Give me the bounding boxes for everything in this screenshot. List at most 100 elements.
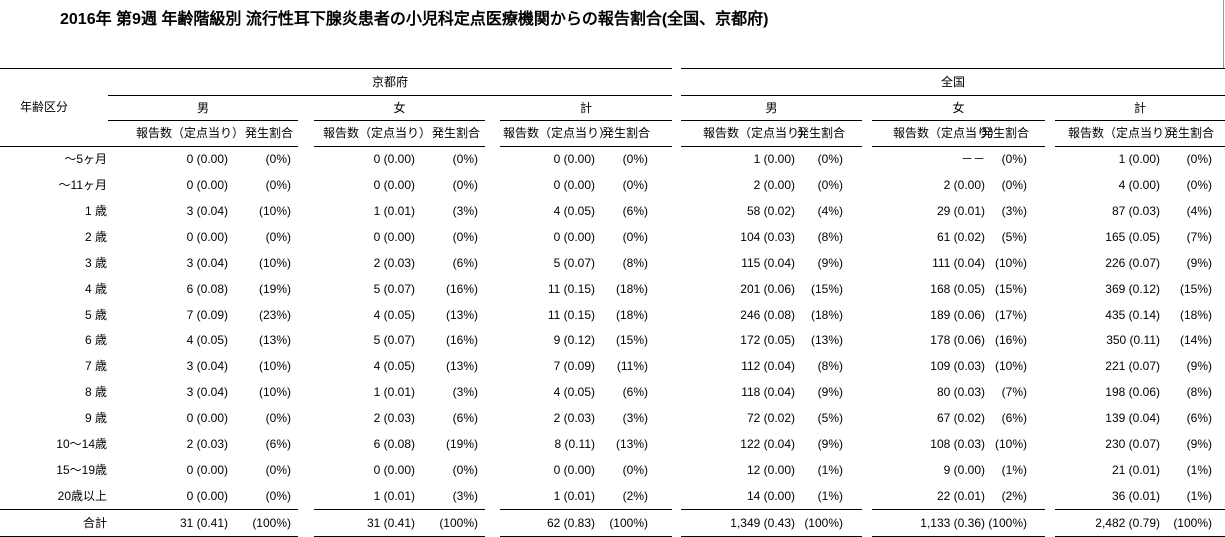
count-cell: 246 (0.08) <box>740 307 795 322</box>
count-cell: 1 (0.00) <box>753 151 795 166</box>
column-header: 発生割合 <box>431 126 481 140</box>
rate-cell: (0%) <box>817 177 843 192</box>
rule <box>681 146 862 147</box>
row-label: 9 歳 <box>84 411 107 426</box>
count-cell: 4 (0.05) <box>373 307 415 322</box>
count-cell: 108 (0.03) <box>930 437 985 452</box>
count-cell: 226 (0.07) <box>1105 255 1160 270</box>
rule <box>0 146 108 147</box>
count-cell: 12 (0.00) <box>746 463 795 478</box>
column-header: 報告数（定点当り） <box>892 126 1002 140</box>
rate-cell: (6%) <box>622 385 648 400</box>
count-cell: 58 (0.02) <box>746 203 795 218</box>
count-cell: 435 (0.14) <box>1105 307 1160 322</box>
count-cell: 165 (0.05) <box>1105 229 1160 244</box>
rate-cell: (18%) <box>615 307 648 322</box>
count-cell: 168 (0.05) <box>930 281 985 296</box>
count-cell: 87 (0.03) <box>1111 203 1160 218</box>
rate-cell: (15%) <box>994 281 1027 296</box>
rate-cell: (3%) <box>452 203 478 218</box>
rate-cell: (13%) <box>258 333 291 348</box>
rate-cell: (10%) <box>258 203 291 218</box>
rate-cell: (0%) <box>622 177 648 192</box>
count-cell: 72 (0.02) <box>746 411 795 426</box>
rate-cell: (0%) <box>1186 177 1212 192</box>
rule <box>500 146 672 147</box>
count-cell: 7 (0.09) <box>553 359 595 374</box>
rate-cell: (9%) <box>817 437 843 452</box>
count-cell: 4 (0.00) <box>1118 177 1160 192</box>
rate-cell: (6%) <box>1186 411 1212 426</box>
rule <box>108 95 672 96</box>
row-label: ～5ヶ月 <box>64 151 107 166</box>
column-header: 報告数（定点当り） <box>135 126 245 140</box>
count-cell: 0 (0.00) <box>186 177 228 192</box>
row-label: 6 歳 <box>84 333 107 348</box>
count-cell: 198 (0.06) <box>1105 385 1160 400</box>
rate-cell: (6%) <box>452 411 478 426</box>
rate-cell: (0%) <box>452 151 478 166</box>
rule <box>108 509 298 510</box>
count-cell: 2,482 (0.79) <box>1095 516 1160 530</box>
rule <box>681 95 1225 96</box>
rate-cell: (100%) <box>1173 516 1212 530</box>
rate-cell: (8%) <box>622 255 648 270</box>
count-cell: 4 (0.05) <box>186 333 228 348</box>
rate-cell: (1%) <box>817 463 843 478</box>
count-cell: 0 (0.00) <box>553 229 595 244</box>
rate-cell: (4%) <box>817 203 843 218</box>
column-header: 発生割合 <box>980 126 1030 140</box>
count-cell: －－ <box>960 151 985 166</box>
count-cell: 104 (0.03) <box>740 229 795 244</box>
rate-cell: (16%) <box>445 281 478 296</box>
count-cell: 6 (0.08) <box>373 437 415 452</box>
count-cell: 31 (0.41) <box>366 516 415 530</box>
rate-cell: (100%) <box>609 516 648 530</box>
rate-cell: (8%) <box>817 229 843 244</box>
count-cell: 122 (0.04) <box>740 437 795 452</box>
count-cell: 4 (0.05) <box>553 385 595 400</box>
rule <box>681 68 1225 69</box>
rate-cell: (6%) <box>1001 411 1027 426</box>
column-header: 報告数（定点当り） <box>1067 126 1177 140</box>
rate-cell: (23%) <box>258 307 291 322</box>
rate-cell: (17%) <box>994 307 1027 322</box>
rule <box>108 146 298 147</box>
count-cell: 22 (0.01) <box>936 489 985 504</box>
count-cell: 112 (0.04) <box>741 359 795 374</box>
rate-cell: (8%) <box>817 359 843 374</box>
group-header: 女 <box>393 101 406 115</box>
count-cell: 7 (0.09) <box>186 307 228 322</box>
rate-cell: (6%) <box>265 437 291 452</box>
rate-cell: (3%) <box>452 385 478 400</box>
rate-cell: (4%) <box>1186 203 1212 218</box>
count-cell: 3 (0.04) <box>186 385 228 400</box>
count-cell: 2 (0.03) <box>186 437 228 452</box>
rate-cell: (9%) <box>1186 359 1212 374</box>
rate-cell: (100%) <box>439 516 478 530</box>
count-cell: 31 (0.41) <box>179 516 228 530</box>
column-header: 報告数（定点当り） <box>322 126 432 140</box>
rule <box>872 509 1045 510</box>
count-cell: 1 (0.01) <box>373 489 415 504</box>
rate-cell: (13%) <box>615 437 648 452</box>
count-cell: 0 (0.00) <box>186 151 228 166</box>
count-cell: 2 (0.00) <box>753 177 795 192</box>
rate-cell: (7%) <box>1001 385 1027 400</box>
rule <box>1055 146 1225 147</box>
row-header: 年齢区分 <box>20 100 69 114</box>
rate-cell: (18%) <box>810 307 843 322</box>
rate-cell: (9%) <box>817 255 843 270</box>
count-cell: 29 (0.01) <box>936 203 985 218</box>
count-cell: 0 (0.00) <box>373 229 415 244</box>
row-label: 1 歳 <box>84 203 107 218</box>
count-cell: 2 (0.03) <box>373 411 415 426</box>
rate-cell: (11%) <box>616 359 648 374</box>
rate-cell: (10%) <box>258 359 291 374</box>
count-cell: 1,133 (0.36) <box>920 516 985 530</box>
rate-cell: (0%) <box>622 151 648 166</box>
rule <box>314 120 485 121</box>
count-cell: 221 (0.07) <box>1105 359 1160 374</box>
count-cell: 115 (0.04) <box>741 255 795 270</box>
rule <box>0 509 108 510</box>
